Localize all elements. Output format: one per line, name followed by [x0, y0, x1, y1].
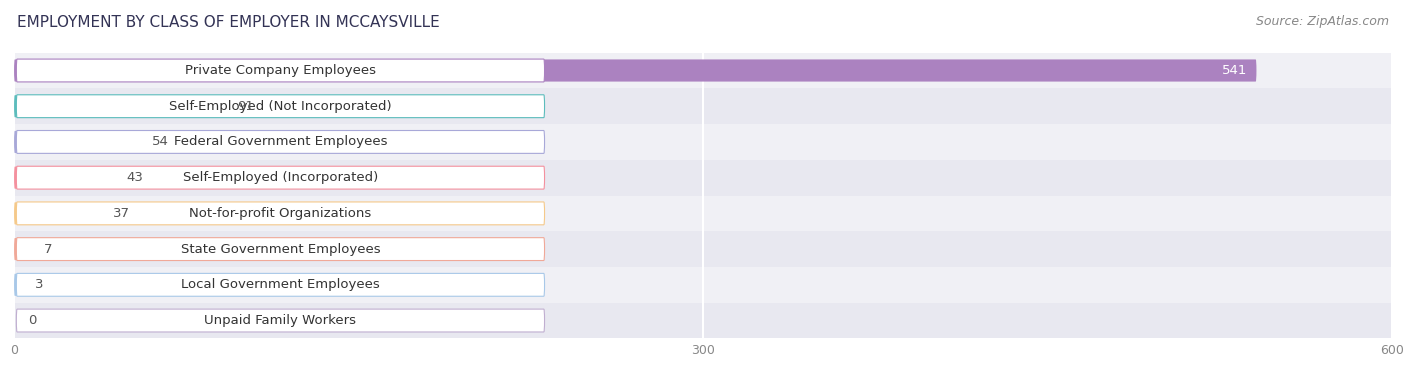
Text: 0: 0	[28, 314, 37, 327]
FancyBboxPatch shape	[14, 267, 1392, 303]
Text: 43: 43	[127, 171, 143, 184]
Text: Self-Employed (Incorporated): Self-Employed (Incorporated)	[183, 171, 378, 184]
Text: State Government Employees: State Government Employees	[180, 243, 380, 256]
Text: EMPLOYMENT BY CLASS OF EMPLOYER IN MCCAYSVILLE: EMPLOYMENT BY CLASS OF EMPLOYER IN MCCAY…	[17, 15, 440, 30]
FancyBboxPatch shape	[17, 238, 544, 261]
Text: 37: 37	[112, 207, 129, 220]
FancyBboxPatch shape	[17, 202, 544, 225]
FancyBboxPatch shape	[14, 274, 21, 296]
FancyBboxPatch shape	[14, 231, 1392, 267]
FancyBboxPatch shape	[14, 53, 1392, 88]
FancyBboxPatch shape	[17, 95, 544, 118]
FancyBboxPatch shape	[14, 95, 224, 117]
FancyBboxPatch shape	[17, 130, 544, 153]
FancyBboxPatch shape	[17, 166, 544, 189]
FancyBboxPatch shape	[14, 196, 1392, 231]
FancyBboxPatch shape	[14, 238, 30, 260]
Text: Private Company Employees: Private Company Employees	[186, 64, 375, 77]
Text: Self-Employed (Not Incorporated): Self-Employed (Not Incorporated)	[169, 100, 392, 113]
Text: Local Government Employees: Local Government Employees	[181, 278, 380, 291]
FancyBboxPatch shape	[14, 124, 1392, 160]
Text: 54: 54	[152, 135, 169, 149]
Text: 3: 3	[35, 278, 44, 291]
FancyBboxPatch shape	[14, 160, 1392, 196]
FancyBboxPatch shape	[14, 202, 98, 224]
FancyBboxPatch shape	[17, 273, 544, 296]
Text: 91: 91	[236, 100, 253, 113]
Text: 7: 7	[44, 243, 52, 256]
FancyBboxPatch shape	[14, 303, 1392, 338]
FancyBboxPatch shape	[17, 59, 544, 82]
FancyBboxPatch shape	[14, 59, 1257, 82]
FancyBboxPatch shape	[14, 131, 138, 153]
FancyBboxPatch shape	[17, 309, 544, 332]
Text: 541: 541	[1222, 64, 1247, 77]
FancyBboxPatch shape	[14, 88, 1392, 124]
FancyBboxPatch shape	[14, 167, 112, 189]
Text: Unpaid Family Workers: Unpaid Family Workers	[204, 314, 357, 327]
Text: Not-for-profit Organizations: Not-for-profit Organizations	[190, 207, 371, 220]
Text: Federal Government Employees: Federal Government Employees	[174, 135, 387, 149]
Text: Source: ZipAtlas.com: Source: ZipAtlas.com	[1256, 15, 1389, 28]
